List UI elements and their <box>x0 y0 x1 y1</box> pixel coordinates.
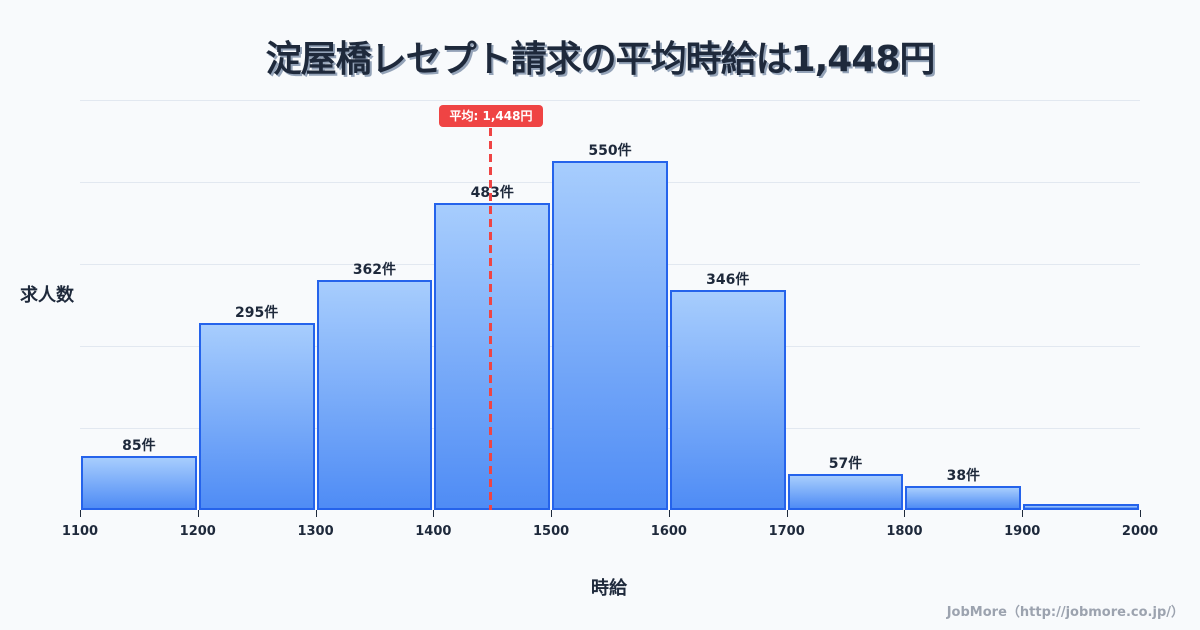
credit-text: JobMore（http://jobmore.co.jp/） <box>946 605 1184 620</box>
histogram-bar <box>81 456 197 510</box>
histogram-bar <box>198 322 315 510</box>
histogram-bar <box>669 290 786 510</box>
x-tick <box>197 510 199 517</box>
bar-value-label: 38件 <box>946 467 981 484</box>
x-tick <box>433 510 435 517</box>
x-tick <box>786 510 788 517</box>
bar-value-label: 483件 <box>470 185 514 202</box>
bar-value-label: 550件 <box>588 142 632 159</box>
x-tick <box>668 510 670 517</box>
x-tick-label: 1300 <box>297 524 334 539</box>
x-tick <box>1022 510 1024 517</box>
x-axis-label: 時給 <box>591 578 627 599</box>
mean-line <box>489 128 492 510</box>
histogram-bar <box>787 473 904 510</box>
x-tick-label: 1800 <box>886 524 923 539</box>
x-tick-label: 1100 <box>61 524 99 539</box>
bar-value-label: 85件 <box>122 438 156 455</box>
x-tick <box>315 510 317 517</box>
histogram-bar <box>552 160 668 510</box>
x-tick-label: 1700 <box>768 524 805 539</box>
gridline <box>80 100 1140 101</box>
histogram-bar <box>316 280 433 510</box>
mean-badge: 平均: 1,448円 <box>439 105 543 127</box>
histogram-bar <box>1023 503 1139 510</box>
bar-value-label: 346件 <box>706 272 750 289</box>
x-tick-label: 1500 <box>533 524 570 539</box>
chart-title: 淀屋橋レセプト請求の平均時給は1,448円 <box>265 39 936 80</box>
bar-value-label: 295件 <box>235 304 279 321</box>
x-tick <box>551 510 553 517</box>
bar-value-label: 57件 <box>828 455 863 472</box>
x-tick <box>1140 510 1141 517</box>
x-tick-label: 1900 <box>1004 524 1041 539</box>
histogram-bar <box>434 203 551 510</box>
x-tick-label: 1200 <box>179 524 216 539</box>
x-tick <box>904 510 906 517</box>
histogram-bar <box>905 485 1022 510</box>
bar-value-label: 362件 <box>352 262 397 279</box>
x-tick-label: 1600 <box>650 524 687 539</box>
x-tick-label: 2000 <box>1121 524 1159 539</box>
y-axis-label: 求人数 <box>20 285 74 306</box>
x-tick <box>80 510 81 517</box>
x-tick-label: 1400 <box>415 524 452 539</box>
